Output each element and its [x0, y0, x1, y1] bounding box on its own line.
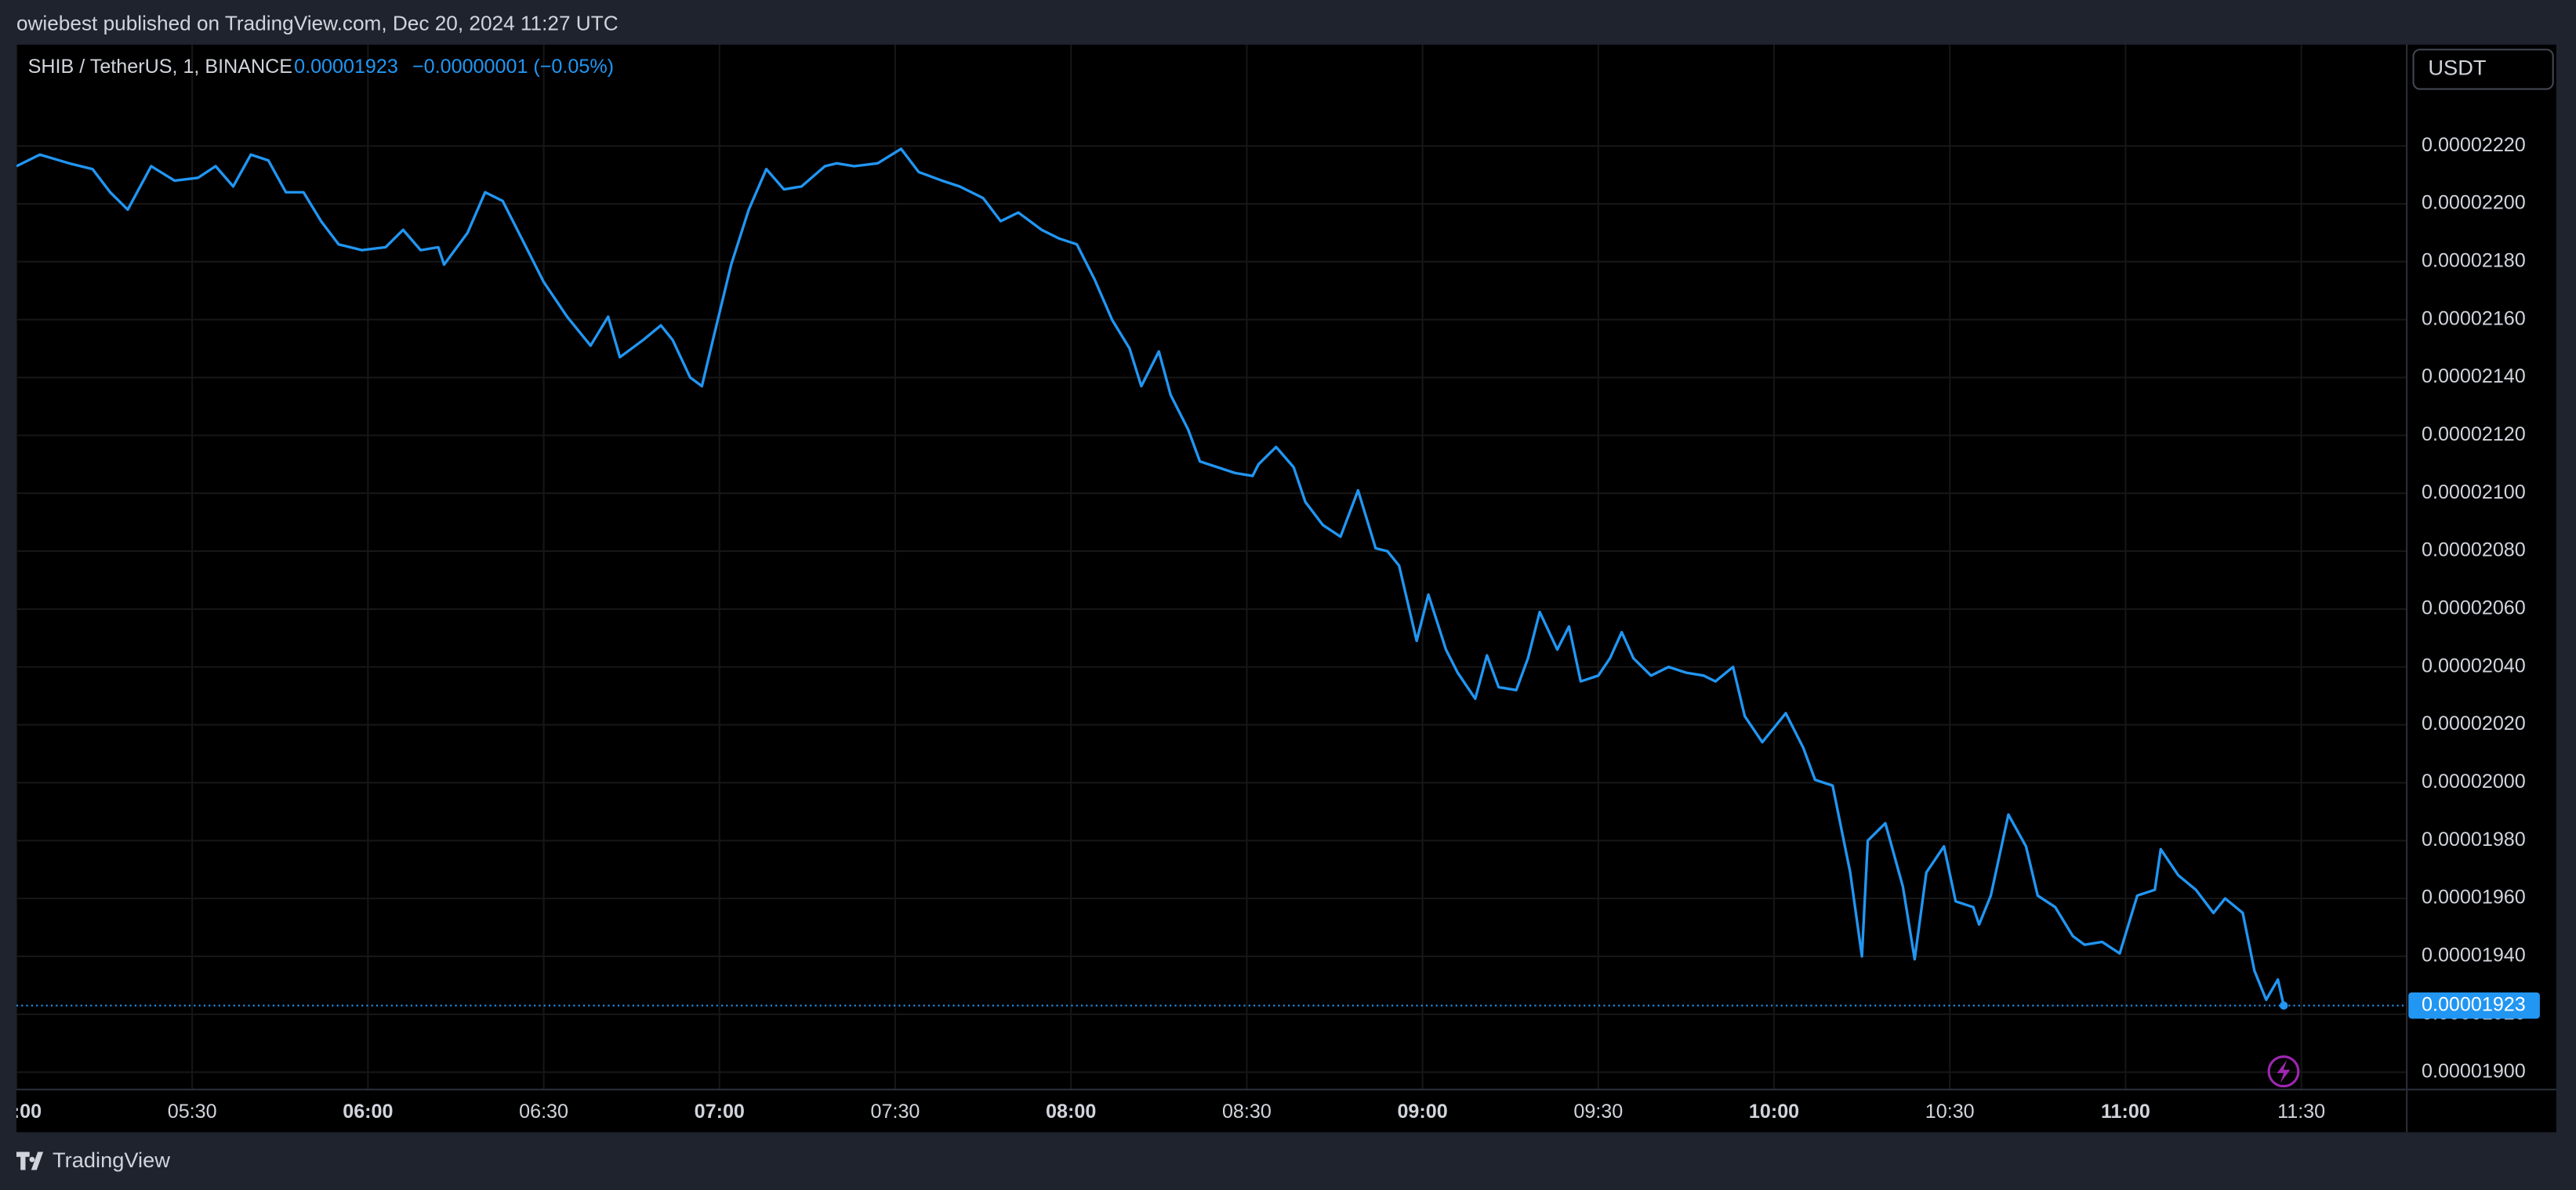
x-tick-label: 09:30	[1573, 1101, 1623, 1123]
y-tick-label: 0.00002160	[2422, 307, 2526, 329]
chart-panel	[16, 44, 2556, 1133]
lightning-circle[interactable]	[2267, 1055, 2300, 1088]
currency-button-box[interactable]	[2412, 49, 2554, 90]
x-tick-label: 05:30	[168, 1101, 217, 1123]
x-tick-label: 07:00	[695, 1101, 745, 1123]
brand-logo	[16, 1152, 44, 1170]
currency-button[interactable]: USDT	[2412, 49, 2554, 90]
y-tick-label: 0.00002060	[2422, 597, 2526, 619]
x-tick-label: 11:00	[2101, 1101, 2150, 1123]
y-tick-label: 0.00002140	[2422, 365, 2526, 387]
x-tick-label: 06:00	[343, 1101, 393, 1123]
x-tick-label: 08:30	[1222, 1101, 1272, 1123]
y-tick-label: 0.00001940	[2422, 945, 2526, 967]
x-tick-label: 06:30	[519, 1101, 568, 1123]
y-tick-label: 0.00002020	[2422, 713, 2526, 735]
y-tick-label: 0.00001900	[2422, 1060, 2526, 1082]
legend-symbol: SHIB / TetherUS, 1, BINANCE	[28, 56, 292, 78]
y-tick-label: 0.00002040	[2422, 655, 2526, 677]
x-tick-label: 11:30	[2277, 1101, 2325, 1123]
y-tick-label: 0.00002100	[2422, 481, 2526, 503]
x-tick-label: 05:00	[0, 1101, 42, 1123]
last-price-badge	[2408, 992, 2540, 1019]
price-line	[16, 147, 2285, 1007]
brand-name: TradingView	[53, 1148, 170, 1172]
y-tick-label: 0.00002120	[2422, 423, 2526, 445]
last-price-label: 0.00001923	[2422, 993, 2526, 1015]
last-point	[2279, 1001, 2288, 1010]
legend-price: 0.00001923	[294, 56, 398, 78]
x-tick-label: 08:00	[1046, 1101, 1096, 1123]
y-tick-label: 0.00001980	[2422, 829, 2526, 851]
lightning-bolt[interactable]	[2277, 1060, 2291, 1083]
price-scale: 0.000019000.000019200.000019400.00001960…	[2422, 134, 2526, 1082]
x-tick-label: 07:30	[871, 1101, 920, 1123]
y-tick-label: 0.00002200	[2422, 192, 2526, 214]
grid	[16, 44, 2407, 1090]
x-tick-label: 10:00	[1749, 1101, 1799, 1123]
x-tick-label: 09:00	[1397, 1101, 1447, 1123]
y-tick-label: 0.00002000	[2422, 771, 2526, 793]
time-scale: 05:00 05:30 06:00 06:30 07:00 07:30 08:00 08:30…	[0, 1101, 2325, 1123]
lightning-icon[interactable]	[2267, 1055, 2300, 1088]
currency-label[interactable]: USDT	[2428, 56, 2487, 80]
legend-change: −0.00000001 (−0.05%)	[412, 56, 614, 78]
publish-info: owiebest published on TradingView.com, D…	[16, 12, 619, 35]
x-tick-label: 10:30	[1925, 1101, 1975, 1123]
plot-area	[16, 147, 2285, 1007]
brand: TradingView	[16, 1148, 170, 1172]
y-tick-label: 0.00002220	[2422, 134, 2526, 156]
y-tick-label: 0.00002180	[2422, 249, 2526, 271]
y-tick-label: 0.00001960	[2422, 887, 2526, 909]
last-price: 0.00001923	[16, 992, 2540, 1019]
y-tick-label: 0.00002080	[2422, 539, 2526, 561]
